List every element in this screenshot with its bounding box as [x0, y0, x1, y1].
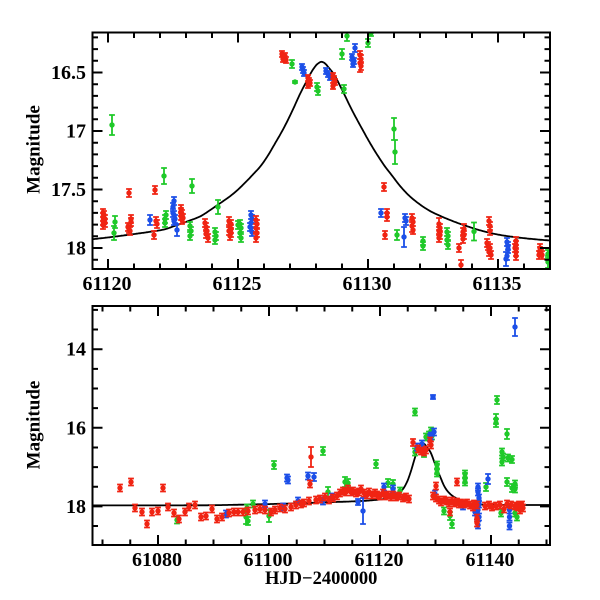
svg-text:HJD−2400000: HJD−2400000	[265, 569, 377, 589]
svg-text:17: 17	[66, 121, 86, 143]
svg-text:61080: 61080	[132, 549, 182, 571]
svg-text:18: 18	[66, 496, 86, 518]
svg-text:61120: 61120	[83, 273, 132, 295]
svg-text:17.5: 17.5	[51, 179, 86, 201]
svg-text:18: 18	[66, 238, 86, 260]
svg-text:61120: 61120	[355, 549, 404, 571]
svg-text:61135: 61135	[473, 273, 522, 295]
svg-text:16.5: 16.5	[51, 62, 86, 84]
svg-text:16: 16	[66, 417, 86, 439]
svg-text:61130: 61130	[343, 273, 392, 295]
svg-text:61140: 61140	[466, 549, 515, 571]
svg-text:61125: 61125	[213, 273, 262, 295]
svg-text:14: 14	[66, 339, 86, 361]
svg-text:61100: 61100	[244, 549, 293, 571]
svg-text:Magnitude: Magnitude	[24, 105, 45, 194]
svg-text:Magnitude: Magnitude	[24, 381, 45, 470]
